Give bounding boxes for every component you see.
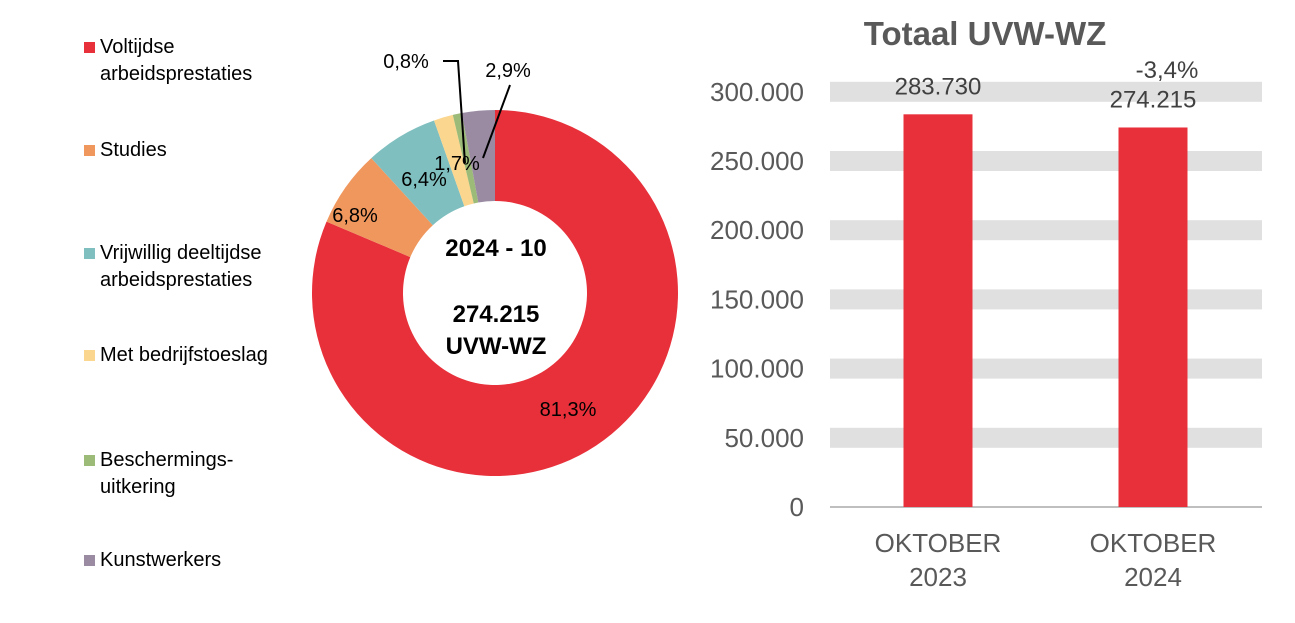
slice-label: 6,8% (332, 205, 378, 227)
legend-item: Met bedrijfstoeslag (84, 342, 268, 369)
grid-band (830, 81, 1262, 102)
legend-swatch (84, 350, 95, 361)
donut-slice (461, 110, 495, 203)
legend-swatch (84, 455, 95, 466)
y-tick-label: 0 (790, 492, 804, 522)
legend-item: Vrijwillig deeltijdse arbeidsprestaties (84, 240, 262, 294)
donut-slice (312, 110, 679, 476)
legend-label: arbeidsprestaties (100, 63, 253, 85)
bar-value-label: 274.215 (1110, 86, 1197, 113)
legend-swatch (84, 248, 95, 259)
grid-band (830, 151, 1262, 171)
slice-label: 6,4% (401, 169, 447, 191)
leader-line-0-8 (443, 60, 466, 164)
bar (1118, 127, 1188, 507)
bar (903, 114, 973, 507)
bar-value-label: 283.730 (895, 73, 982, 100)
legend-label: Studies (100, 139, 167, 161)
slice-label: 2,9% (485, 60, 531, 82)
bar-chart-title: Totaal UVW-WZ (864, 15, 1107, 52)
legend-swatch (84, 555, 95, 566)
legend-label: Met bedrijfstoeslag (100, 344, 268, 366)
legend-label: Voltijdse (100, 36, 175, 58)
change-label: -3,4% (1136, 57, 1199, 84)
x-tick-label: OKTOBER (1090, 528, 1217, 558)
x-tick-label: OKTOBER (875, 528, 1002, 558)
legend-label: Vrijwillig deeltijdse (100, 242, 262, 264)
donut-center-period: 2024 - 10 (445, 235, 546, 262)
donut-center-unit: UVW-WZ (446, 333, 547, 360)
donut-slice (371, 120, 465, 226)
legend-swatch (84, 145, 95, 156)
legend-swatch (84, 42, 95, 53)
legend-label: arbeidsprestaties (100, 269, 253, 291)
grid-band (830, 358, 1262, 379)
grid-band (830, 427, 1262, 448)
legend-label: uitkering (100, 476, 176, 498)
y-tick-label: 300.000 (710, 77, 804, 107)
legend-label: Beschermings- (100, 449, 234, 471)
legend-item: Beschermings-uitkering (84, 447, 233, 501)
legend-item: Kunstwerkers (84, 547, 221, 574)
x-tick-label: 2024 (1124, 562, 1182, 592)
slice-label: 81,3% (540, 399, 597, 421)
donut-center-total: 274.215 (453, 301, 540, 328)
y-tick-label: 100.000 (710, 354, 804, 384)
y-tick-label: 200.000 (710, 215, 804, 245)
grid-band (830, 220, 1262, 241)
leader-line-2-9 (482, 84, 511, 159)
donut-slice (434, 114, 474, 207)
y-tick-label: 50.000 (724, 423, 804, 453)
legend-item: Voltijdse arbeidsprestaties (84, 34, 252, 88)
x-tick-label: 2023 (909, 562, 967, 592)
grid-band (830, 289, 1262, 310)
donut-slice (326, 158, 433, 258)
slice-label: 1,7% (434, 153, 480, 175)
legend-label: Kunstwerkers (100, 549, 222, 571)
y-tick-label: 150.000 (710, 284, 804, 314)
legend-item: Studies (84, 137, 167, 164)
y-tick-label: 250.000 (710, 146, 804, 176)
slice-label: 0,8% (383, 51, 429, 73)
